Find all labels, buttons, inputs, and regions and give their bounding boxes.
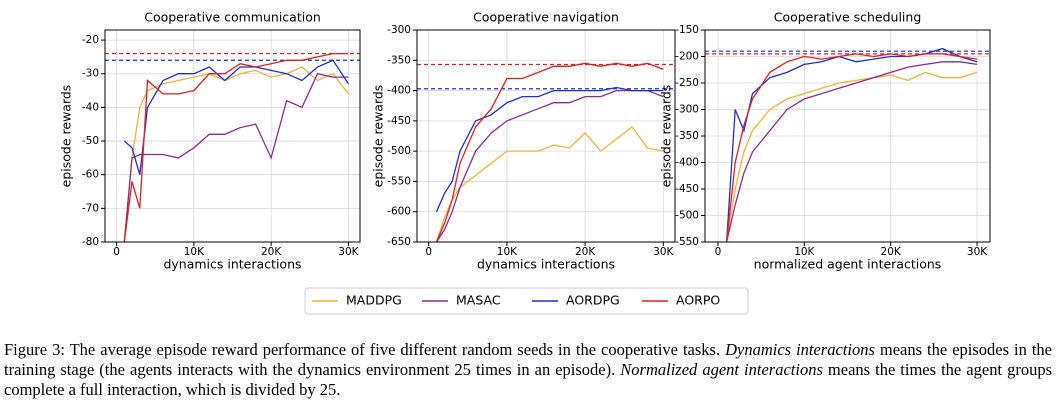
legend-label: MADDPG <box>346 293 402 308</box>
caption-text: Normalized agent interactions <box>620 360 823 379</box>
x-tick-label: 30K <box>338 246 359 258</box>
series-line <box>123 72 349 242</box>
caption-text: means the episodes in the training stage… <box>4 340 1052 379</box>
x-axis-label: dynamics interactions <box>477 257 615 272</box>
legend-label: AORPO <box>676 293 720 308</box>
x-tick-label: 10K <box>794 246 815 258</box>
x-tick-label: 0 <box>425 246 432 258</box>
series-line <box>435 62 664 242</box>
plot-area <box>105 52 360 242</box>
series-line <box>725 53 978 242</box>
y-tick-label: -30 <box>82 68 99 80</box>
series-line <box>435 125 664 242</box>
legend-label: MASAC <box>456 293 501 308</box>
x-tick-label: 20K <box>261 246 282 258</box>
x-tick-label: 10K <box>184 246 205 258</box>
x-tick-label: 30K <box>653 246 674 258</box>
y-tick-label: -150 <box>675 24 699 36</box>
y-tick-label: -650 <box>387 236 411 248</box>
y-tick-label: -400 <box>387 85 411 97</box>
series-line <box>435 86 664 212</box>
y-axis-label: episode rewards <box>59 85 74 188</box>
chart-title: Cooperative scheduling <box>774 10 922 25</box>
y-tick-label: -550 <box>387 175 411 187</box>
plot-frame <box>416 29 676 243</box>
y-tick-label: -80 <box>82 236 99 248</box>
x-tick-label: 30K <box>967 246 988 258</box>
plot-frame <box>104 29 361 243</box>
x-axis-label: normalized agent interactions <box>754 257 942 272</box>
y-tick-label: -60 <box>82 169 99 181</box>
y-tick-label: -40 <box>82 101 99 113</box>
y-tick-label: -550 <box>675 236 699 248</box>
caption-text: Dynamics interactions <box>725 340 875 359</box>
y-tick-label: -50 <box>82 135 99 147</box>
y-tick-label: -20 <box>82 34 99 46</box>
series-line <box>435 89 664 242</box>
series-line <box>123 52 349 242</box>
chart-title: Cooperative communication <box>144 10 321 25</box>
y-tick-label: -450 <box>387 115 411 127</box>
series-line <box>725 47 978 242</box>
series-line <box>725 61 978 242</box>
y-tick-label: -70 <box>82 202 99 214</box>
x-axis-label: dynamics interactions <box>163 257 301 272</box>
x-tick-label: 0 <box>715 246 722 258</box>
y-tick-label: -400 <box>675 157 699 169</box>
y-axis-label: episode rewards <box>371 85 386 188</box>
plot-area <box>417 62 675 242</box>
y-tick-label: -500 <box>387 145 411 157</box>
y-tick-label: -600 <box>387 206 411 218</box>
caption-text: means the times the agent groups complet… <box>4 360 1052 399</box>
y-tick-label: -300 <box>675 104 699 116</box>
legend-box <box>304 287 749 315</box>
x-tick-label: 20K <box>575 246 596 258</box>
x-tick-label: 0 <box>113 246 120 258</box>
y-tick-label: -300 <box>387 24 411 36</box>
caption-text: Figure 3: The average episode reward per… <box>4 340 726 359</box>
y-tick-label: -350 <box>675 130 699 142</box>
caption: Figure 3: The average episode reward per… <box>4 340 1052 400</box>
series-line <box>725 71 978 242</box>
plot-area <box>705 47 990 242</box>
y-tick-label: -500 <box>675 210 699 222</box>
x-tick-label: 20K <box>881 246 902 258</box>
y-tick-label: -450 <box>675 183 699 195</box>
legend-label: AORDPG <box>566 293 620 308</box>
plot-frame <box>704 29 991 243</box>
y-tick-label: -200 <box>675 51 699 63</box>
figure: -80-70-60-50-40-30-200 10K 20K 30KCooperati… <box>59 10 991 315</box>
y-axis-label: episode rewards <box>659 85 674 188</box>
x-tick-label: 10K <box>497 246 518 258</box>
chart-title: Cooperative navigation <box>473 10 619 25</box>
y-tick-label: -350 <box>387 54 411 66</box>
y-tick-label: -250 <box>675 77 699 89</box>
